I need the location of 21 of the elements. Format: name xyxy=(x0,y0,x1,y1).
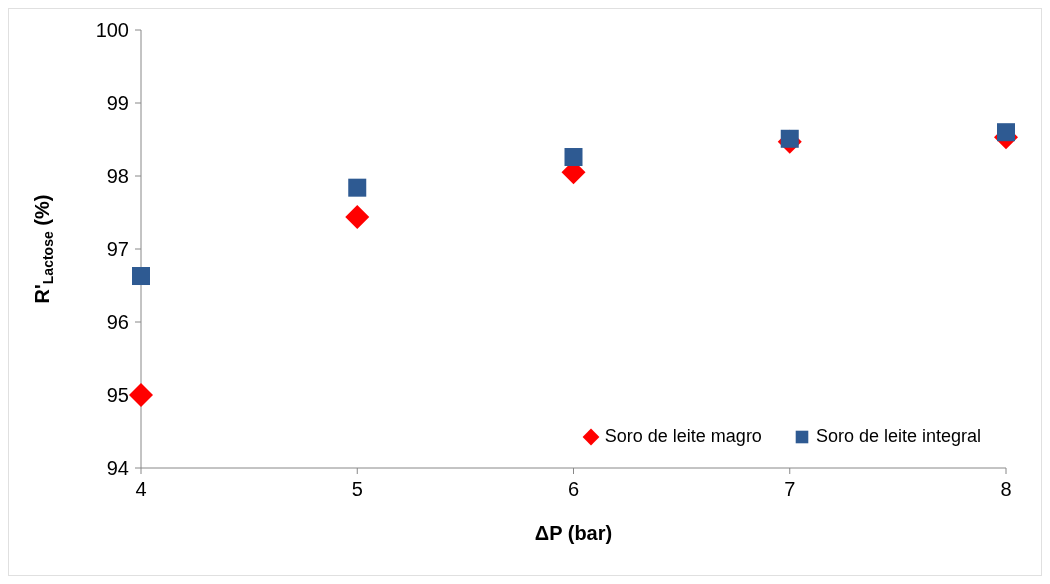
y-tick-label: 99 xyxy=(106,92,129,115)
x-tick-label: 6 xyxy=(567,478,580,501)
x-axis-title: ΔP (bar) xyxy=(534,522,613,544)
legend-label: Soro de leite magro xyxy=(604,426,762,447)
y-tick-label: 97 xyxy=(106,238,129,261)
y-tick-label: 100 xyxy=(95,19,129,42)
point xyxy=(345,204,370,229)
x-tick-label: 5 xyxy=(351,478,363,501)
x-tick-label: 7 xyxy=(784,478,796,501)
point xyxy=(132,267,150,286)
point xyxy=(348,178,367,197)
y-tick-label: 98 xyxy=(106,165,129,188)
y-tick-label: 96 xyxy=(106,311,129,334)
x-tick-label: 4 xyxy=(135,478,147,501)
y-tick-label: 95 xyxy=(106,384,129,407)
x-tick-label: 8 xyxy=(1000,478,1012,501)
legend-label: Soro de leite integral xyxy=(815,426,981,447)
point xyxy=(129,383,153,407)
point xyxy=(564,148,583,167)
point xyxy=(997,123,1015,142)
y-tick-label: 94 xyxy=(106,457,129,480)
